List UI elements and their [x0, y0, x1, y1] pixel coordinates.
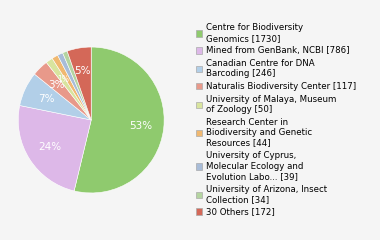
- Wedge shape: [74, 47, 164, 193]
- Wedge shape: [46, 58, 91, 120]
- Text: 7%: 7%: [38, 94, 55, 104]
- Wedge shape: [20, 74, 91, 120]
- Wedge shape: [52, 55, 91, 120]
- Wedge shape: [18, 106, 91, 191]
- Text: 3%: 3%: [48, 80, 65, 90]
- Wedge shape: [67, 47, 91, 120]
- Wedge shape: [63, 51, 91, 120]
- Text: 24%: 24%: [38, 142, 61, 152]
- Text: 53%: 53%: [129, 121, 152, 131]
- Wedge shape: [58, 53, 91, 120]
- Legend: Centre for Biodiversity
Genomics [1730], Mined from GenBank, NCBI [786], Canadia: Centre for Biodiversity Genomics [1730],…: [196, 24, 356, 216]
- Wedge shape: [35, 62, 91, 120]
- Text: 1%: 1%: [57, 75, 69, 84]
- Text: 5%: 5%: [74, 66, 91, 76]
